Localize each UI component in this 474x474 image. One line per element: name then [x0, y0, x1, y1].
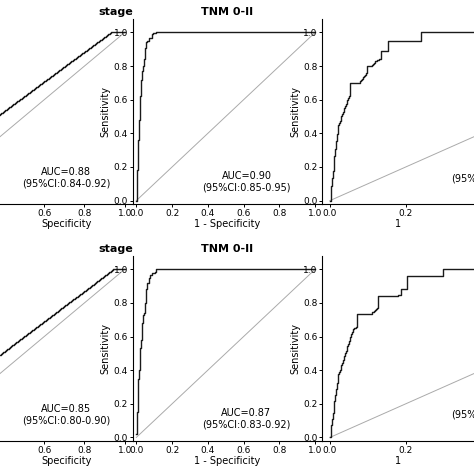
Text: AUC=0.90
(95%CI:0.85-0.95): AUC=0.90 (95%CI:0.85-0.95): [202, 171, 291, 192]
Y-axis label: Sensitivity: Sensitivity: [100, 86, 111, 137]
Y-axis label: Sensitivity: Sensitivity: [290, 86, 301, 137]
Text: AUC=0.87
(95%CI:0.83-0.92): AUC=0.87 (95%CI:0.83-0.92): [202, 408, 291, 429]
Text: stage: stage: [98, 7, 133, 17]
X-axis label: Specificity: Specificity: [41, 456, 91, 466]
Title: TNM 0-II: TNM 0-II: [201, 244, 254, 254]
Title: TNM 0-II: TNM 0-II: [201, 7, 254, 17]
X-axis label: 1 - Specificity: 1 - Specificity: [194, 456, 261, 466]
X-axis label: 1: 1: [395, 219, 401, 229]
X-axis label: 1 - Specificity: 1 - Specificity: [194, 219, 261, 229]
Text: stage: stage: [98, 244, 133, 254]
Text: (95%: (95%: [451, 410, 474, 420]
Y-axis label: Sensitivity: Sensitivity: [290, 323, 301, 374]
Text: AUC=0.88
(95%CI:0.84-0.92): AUC=0.88 (95%CI:0.84-0.92): [22, 167, 110, 189]
Y-axis label: Sensitivity: Sensitivity: [100, 323, 111, 374]
Text: (95%: (95%: [451, 173, 474, 183]
X-axis label: 1: 1: [395, 456, 401, 466]
Text: AUC=0.85
(95%CI:0.80-0.90): AUC=0.85 (95%CI:0.80-0.90): [22, 404, 110, 426]
X-axis label: Specificity: Specificity: [41, 219, 91, 229]
